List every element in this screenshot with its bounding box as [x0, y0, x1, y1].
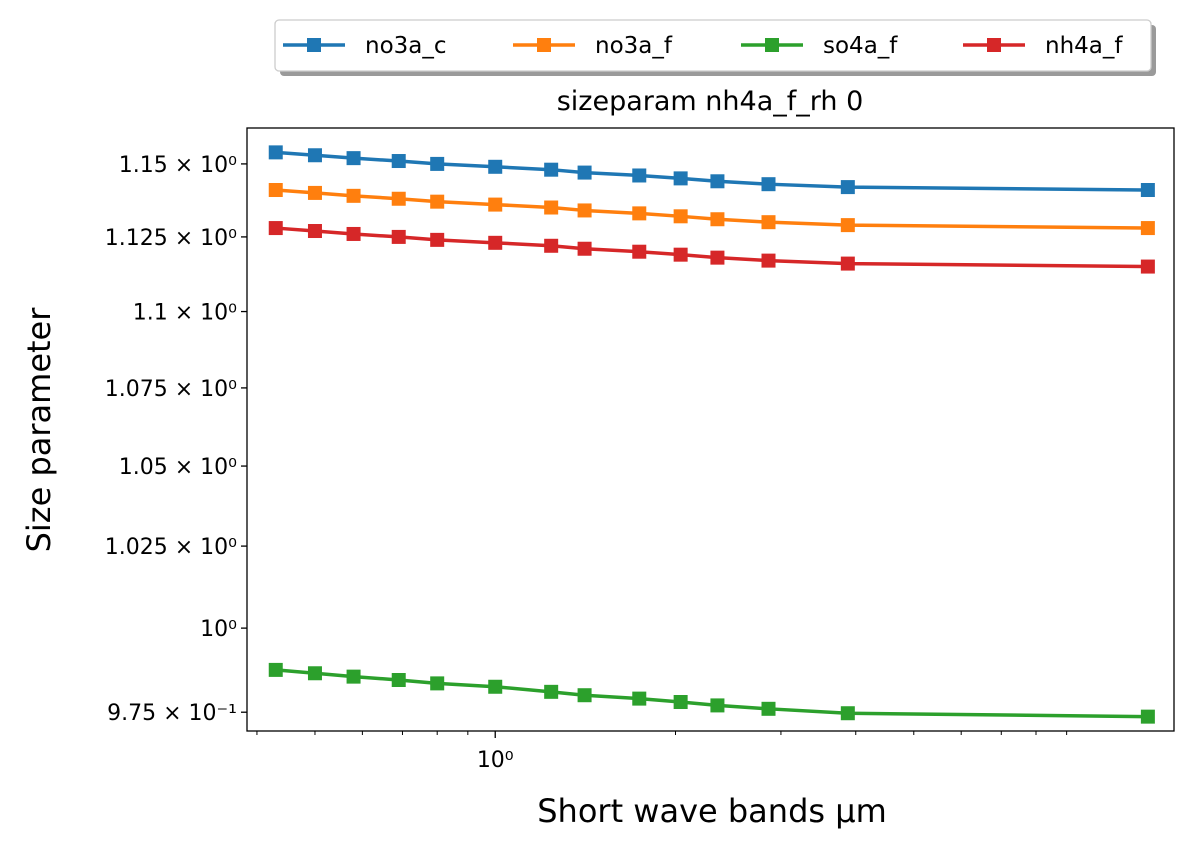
data-point	[1140, 221, 1155, 236]
data-point	[346, 188, 361, 203]
legend-items: no3a_c no3a_f so4a_f nh4a_f	[283, 33, 1123, 59]
legend: no3a_c no3a_f so4a_f nh4a_f	[274, 19, 1156, 76]
legend-label-nh4a_f: nh4a_f	[1045, 33, 1123, 59]
data-point	[488, 159, 503, 174]
data-point	[544, 684, 559, 699]
y-axis: 1.15 × 10⁰ 1.125 × 10⁰ 1.1 × 10⁰ 1.075 × 10…	[105, 153, 247, 726]
plot-area-frame	[246, 127, 1175, 732]
data-point	[632, 168, 647, 183]
data-point	[710, 174, 725, 189]
chart-title: sizeparam nh4a_f_rh 0	[557, 86, 864, 117]
data-point	[673, 171, 688, 186]
data-point	[391, 191, 406, 206]
data-point	[840, 706, 855, 721]
data-point	[346, 669, 361, 684]
data-point	[430, 676, 445, 691]
data-point	[632, 206, 647, 221]
series-layer	[268, 145, 1155, 724]
data-point	[544, 238, 559, 253]
data-point	[761, 253, 776, 268]
data-point	[346, 226, 361, 241]
legend-marker-nh4a_f	[987, 38, 1001, 52]
legend-marker-no3a_c	[307, 38, 321, 52]
data-point	[544, 162, 559, 177]
data-point	[761, 215, 776, 230]
data-point	[1140, 709, 1155, 724]
data-point	[632, 244, 647, 259]
data-point	[673, 247, 688, 262]
data-point	[840, 218, 855, 233]
series-so4a_f	[268, 662, 1155, 724]
legend-label-no3a_f: no3a_f	[595, 33, 673, 59]
y-tick-label: 1.15 × 10⁰	[119, 153, 237, 178]
data-point	[391, 229, 406, 244]
x-axis-title: Short wave bands μm	[537, 792, 887, 830]
data-point	[346, 151, 361, 166]
data-point	[577, 165, 592, 180]
data-point	[430, 232, 445, 247]
series-line	[275, 668, 1148, 719]
data-point	[307, 185, 322, 200]
data-point	[430, 194, 445, 209]
data-point	[268, 145, 283, 160]
data-point	[710, 212, 725, 227]
series-nh4a_f	[268, 221, 1155, 274]
x-tick-label: 10⁰	[477, 748, 514, 773]
data-point	[488, 235, 503, 250]
data-point	[1140, 259, 1155, 274]
data-point	[307, 148, 322, 163]
series-line	[275, 188, 1148, 230]
series-no3a_c	[268, 145, 1155, 198]
data-point	[430, 156, 445, 171]
data-point	[710, 698, 725, 713]
y-tick-label: 1.05 × 10⁰	[119, 455, 237, 480]
data-point	[391, 673, 406, 688]
y-tick-label: 1.1 × 10⁰	[133, 301, 237, 326]
data-point	[391, 154, 406, 169]
legend-box	[274, 19, 1152, 72]
legend-marker-no3a_f	[537, 38, 551, 52]
data-point	[840, 256, 855, 271]
legend-label-no3a_c: no3a_c	[365, 33, 447, 59]
y-tick-label: 1.025 × 10⁰	[105, 535, 237, 560]
data-point	[761, 177, 776, 192]
x-axis: 10⁰	[256, 731, 1068, 773]
data-point	[268, 662, 283, 677]
data-point	[268, 221, 283, 236]
data-point	[307, 666, 322, 681]
legend-label-so4a_f: so4a_f	[823, 33, 898, 59]
y-tick-label: 9.75 × 10⁻¹	[107, 701, 237, 726]
data-point	[544, 200, 559, 215]
data-point	[577, 203, 592, 218]
data-point	[673, 695, 688, 710]
legend-marker-so4a_f	[765, 38, 779, 52]
data-point	[577, 241, 592, 256]
data-point	[840, 180, 855, 195]
data-point	[268, 183, 283, 198]
data-point	[710, 250, 725, 265]
y-tick-label: 10⁰	[200, 617, 237, 642]
data-point	[761, 701, 776, 716]
data-point	[673, 209, 688, 224]
data-point	[577, 688, 592, 703]
data-point	[488, 679, 503, 694]
y-tick-label: 1.125 × 10⁰	[105, 226, 237, 251]
series-no3a_f	[268, 183, 1155, 236]
data-point	[632, 691, 647, 706]
series-line	[275, 150, 1148, 192]
data-point	[1140, 183, 1155, 198]
y-tick-label: 1.075 × 10⁰	[105, 377, 237, 402]
series-line	[275, 226, 1148, 269]
data-point	[307, 224, 322, 239]
data-point	[488, 197, 503, 212]
y-axis-title: Size parameter	[20, 307, 58, 553]
